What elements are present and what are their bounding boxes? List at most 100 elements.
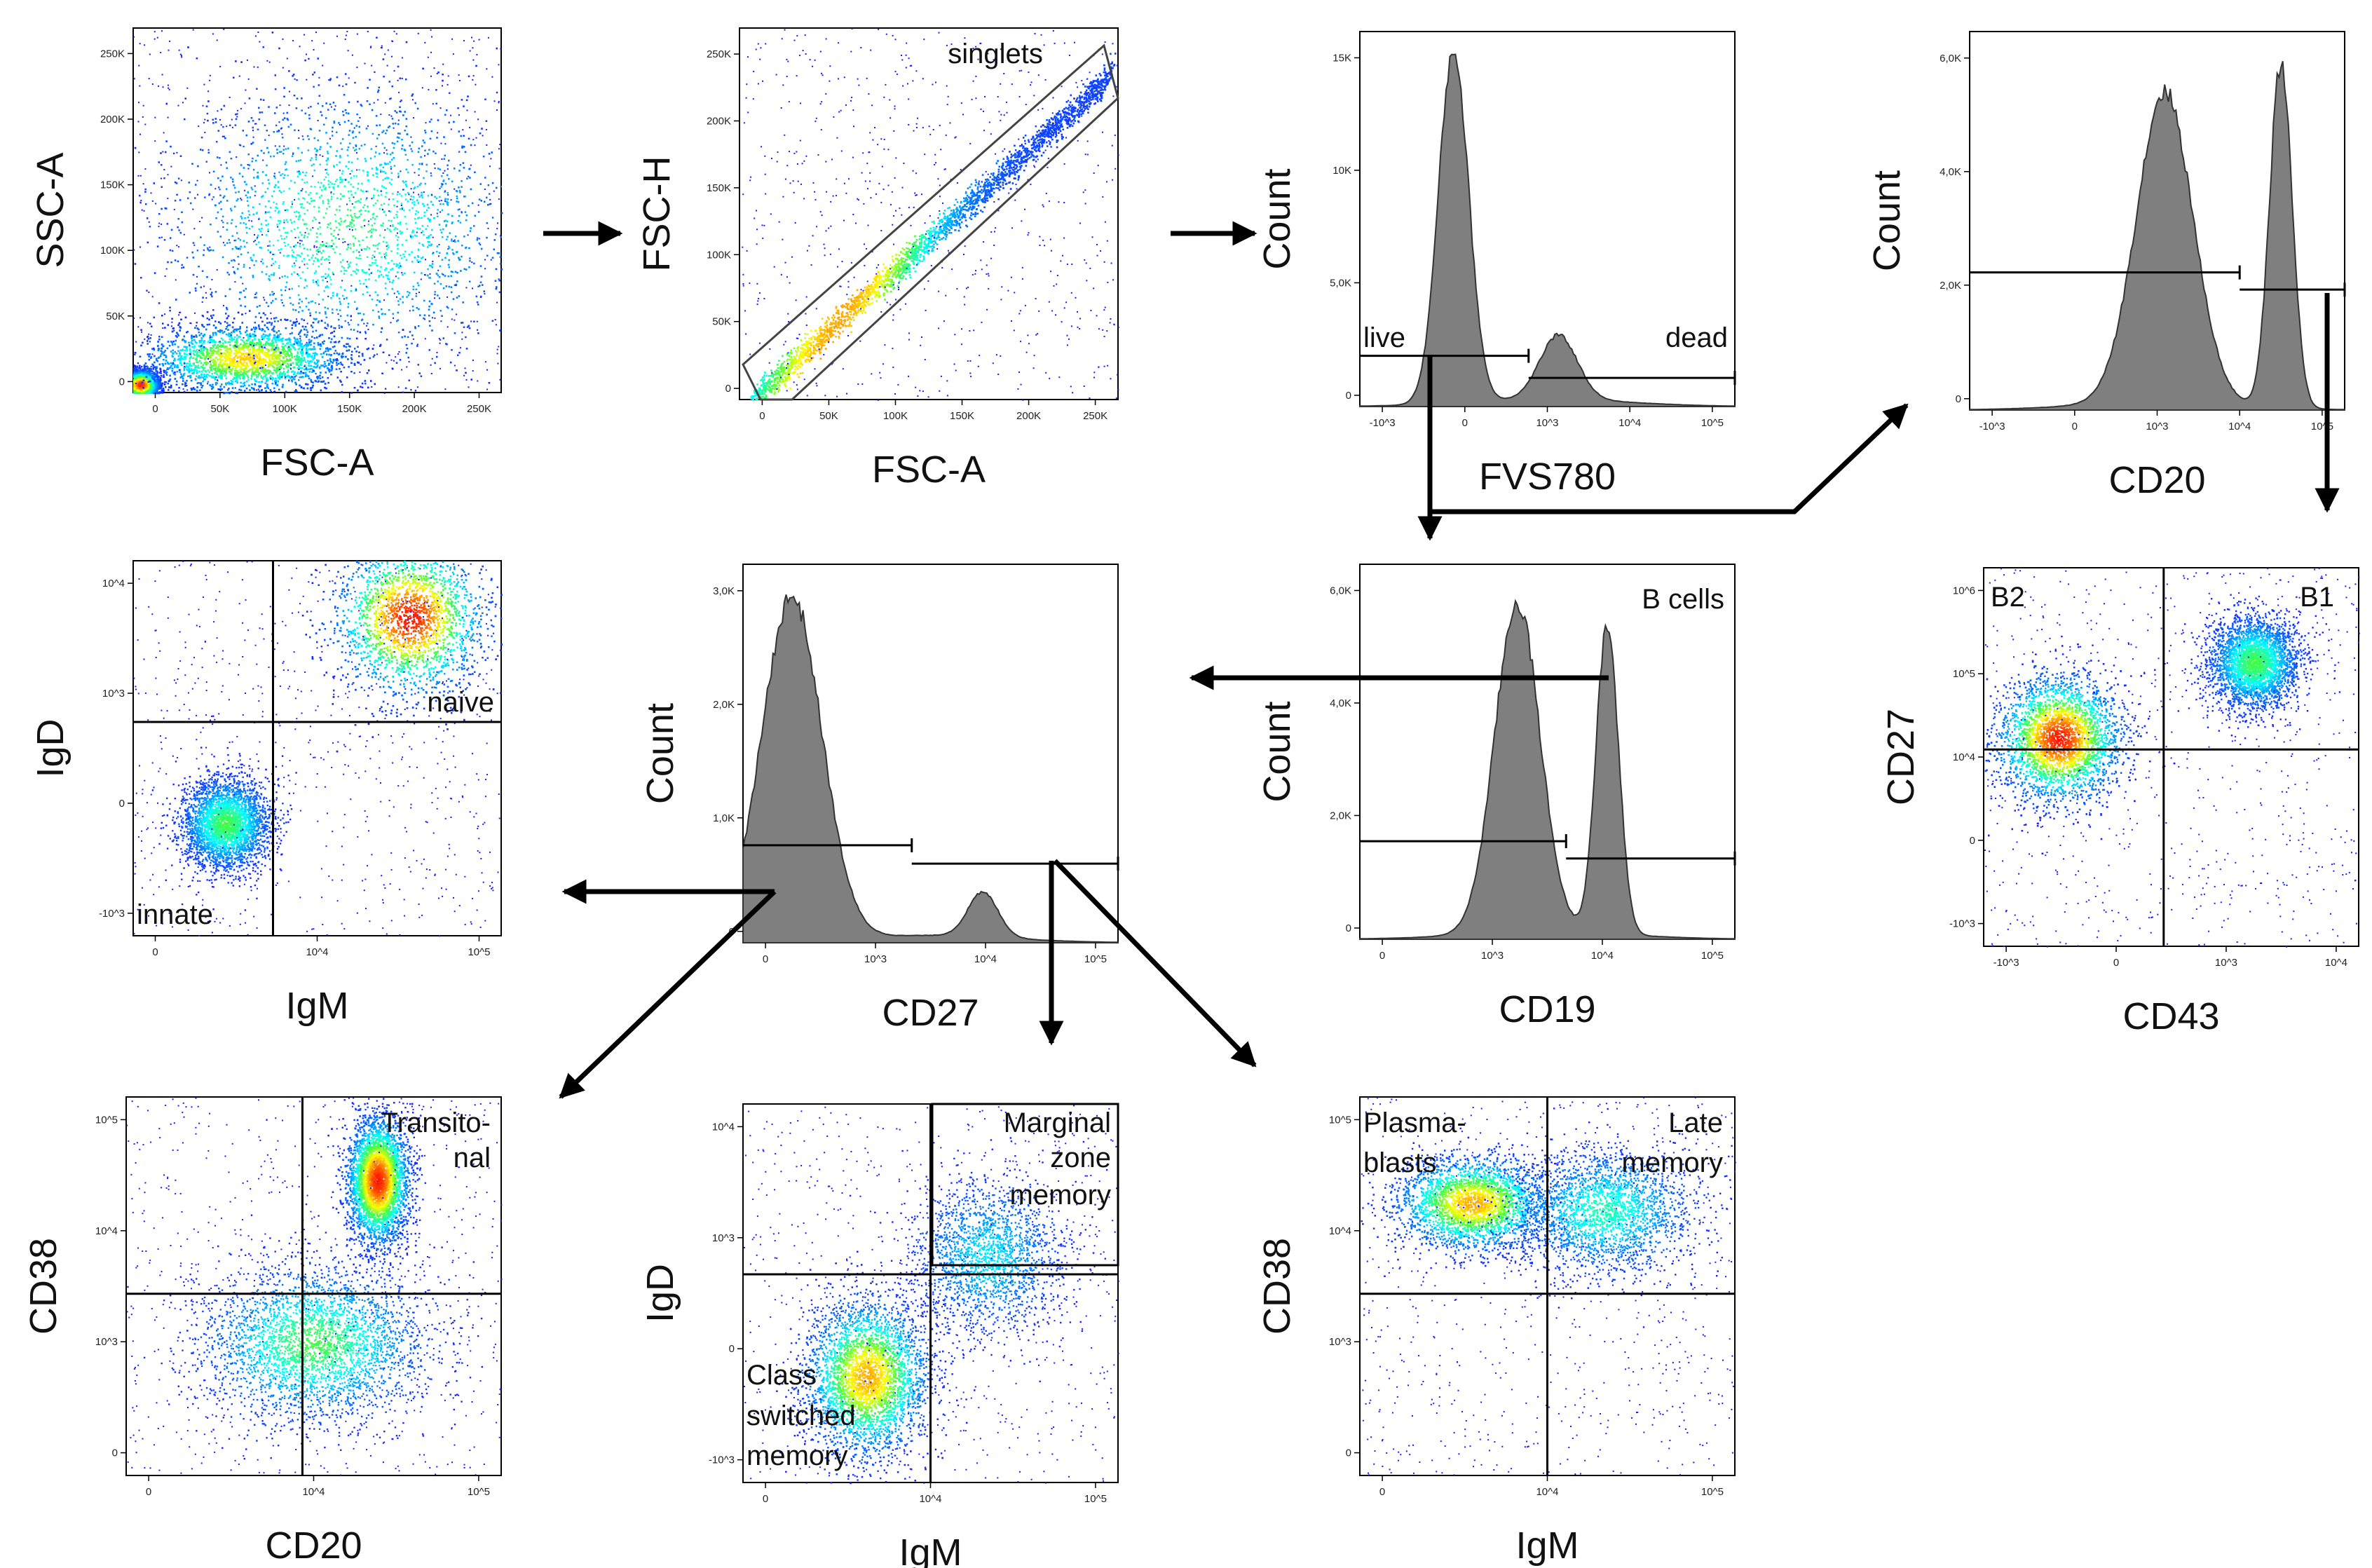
y-tick-label: 10^5	[95, 1114, 118, 1126]
x-axis-label: CD20	[265, 1525, 362, 1567]
y-axis-label: CD38	[22, 1238, 64, 1335]
y-tick-label: 10^5	[1329, 1114, 1351, 1126]
x-tick-label: 10^4	[1618, 417, 1641, 429]
x-axis-label: CD43	[2122, 995, 2219, 1037]
quadrant-label-marginal-zone-2: zone	[1050, 1143, 1111, 1173]
x-tick-label: 10^5	[2311, 421, 2333, 432]
y-tick-label: 0	[1346, 1447, 1351, 1459]
x-tick-label: 10^5	[1701, 417, 1724, 429]
x-axis-label: FVS780	[1479, 456, 1616, 498]
quadrant-label-class-switched-1: Class	[747, 1360, 817, 1391]
gate-label-dead: dead	[1665, 322, 1728, 353]
x-tick-label: 0	[1379, 950, 1385, 962]
x-tick-label: 150K	[950, 410, 974, 422]
x-tick-label: 100K	[273, 403, 297, 415]
y-tick-label: -10^3	[99, 908, 125, 920]
x-tick-label: 10^4	[302, 1486, 325, 1498]
y-axis-label: Count	[1256, 168, 1298, 269]
y-tick-label: 6,0K	[1330, 585, 1351, 596]
y-tick-label: 150K	[707, 182, 731, 194]
y-tick-label: 2,0K	[1330, 810, 1351, 822]
x-tick-label: 10^4	[2228, 421, 2251, 432]
quadrant-label-late-memory-2: memory	[1622, 1147, 1723, 1178]
x-tick-label: 0	[146, 1486, 151, 1498]
y-tick-label: 0	[729, 1343, 735, 1355]
x-tick-label: 10^3	[1536, 417, 1558, 429]
x-axis-label: IgM	[1515, 1525, 1579, 1567]
y-tick-label: 5,0K	[1330, 277, 1351, 289]
y-tick-label: 4,0K	[1940, 166, 1961, 178]
y-tick-label: 0	[1346, 390, 1351, 402]
y-tick-label: 2,0K	[713, 699, 735, 711]
x-axis-label: FSC-A	[261, 442, 374, 484]
y-tick-label: 10^3	[102, 688, 125, 700]
x-tick-label: 0	[763, 1493, 768, 1505]
y-tick-label: 10^4	[102, 578, 125, 589]
y-axis-label: FSC-H	[636, 156, 678, 272]
y-tick-label: 200K	[100, 114, 125, 125]
y-tick-label: 50K	[106, 311, 125, 322]
x-tick-label: 10^5	[1701, 1486, 1724, 1498]
y-axis-label: Count	[1866, 170, 1908, 271]
quadrant-label-plasmablasts-2: blasts	[1363, 1147, 1437, 1178]
x-tick-label: 0	[1462, 417, 1468, 429]
quadrant-label-marginal-zone-1: Marginal	[1004, 1107, 1111, 1138]
x-tick-label: 200K	[1016, 410, 1041, 422]
y-axis-label: IgD	[29, 718, 71, 777]
x-axis-label: FSC-A	[872, 449, 986, 491]
x-tick-label: 0	[759, 410, 765, 422]
quadrant-label-transitonal-1: Transito-	[381, 1107, 491, 1138]
x-tick-label: 10^4	[919, 1493, 941, 1505]
x-tick-label: 0	[2113, 957, 2119, 969]
y-tick-label: 0	[119, 376, 125, 388]
y-tick-label: 2,0K	[1940, 280, 1961, 292]
quadrant-label-transitonal-2: nal	[454, 1143, 491, 1173]
y-tick-label: 0	[1346, 922, 1351, 934]
y-axis-label: SSC-A	[29, 152, 71, 268]
y-axis-label: Count	[1256, 701, 1298, 802]
x-tick-label: 250K	[1083, 410, 1107, 422]
y-tick-label: -10^3	[1949, 918, 1975, 930]
x-tick-label: 10^5	[468, 1486, 490, 1498]
y-tick-label: 0	[119, 798, 125, 810]
x-tick-label: 50K	[211, 403, 230, 415]
gate-label-live: live	[1363, 322, 1405, 353]
x-tick-label: 200K	[402, 403, 427, 415]
quadrant-label-innate: innate	[137, 899, 213, 930]
y-tick-label: 10^3	[95, 1336, 118, 1348]
y-tick-label: 0	[112, 1447, 118, 1459]
y-tick-label: 150K	[100, 179, 125, 191]
x-tick-label: 10^4	[2325, 957, 2347, 969]
panels: 0 50K 100K 150K 200K 250K050K100K150K200K250K…	[22, 28, 2360, 1568]
quadrant-label-b2: B2	[1991, 582, 2025, 613]
x-tick-label: 10^5	[1084, 953, 1107, 965]
x-tick-label: 50K	[819, 410, 838, 422]
x-tick-label: 10^3	[864, 953, 887, 965]
x-tick-label: 0	[152, 946, 158, 958]
y-tick-label: 250K	[707, 48, 731, 60]
quadrant-label-late-memory-1: Late	[1668, 1107, 1723, 1138]
x-axis-label: IgM	[285, 985, 348, 1027]
arrow-cd27neg-to-cd38	[561, 892, 775, 1097]
x-tick-label: -10^3	[1979, 421, 2005, 432]
quadrant-label-marginal-zone-3: memory	[1010, 1180, 1111, 1211]
x-tick-label: -10^3	[1370, 417, 1396, 429]
quadrant-label-plasmablasts-1: Plasma-	[1363, 1107, 1466, 1138]
x-tick-label: 10^4	[974, 953, 997, 965]
y-tick-label: 10^4	[1953, 751, 1975, 763]
x-axis-label: IgM	[899, 1532, 962, 1568]
y-tick-label: 10^4	[1329, 1225, 1351, 1237]
y-axis-label: CD27	[1880, 709, 1922, 805]
quadrant-label-naive: naive	[427, 687, 494, 718]
x-tick-label: 0	[2072, 421, 2078, 432]
y-tick-label: -10^3	[709, 1454, 735, 1466]
gating-figure: 0 50K 100K 150K 200K 250K050K100K150K200K250K…	[0, 0, 2372, 1568]
x-axis-label: CD19	[1499, 988, 1595, 1030]
